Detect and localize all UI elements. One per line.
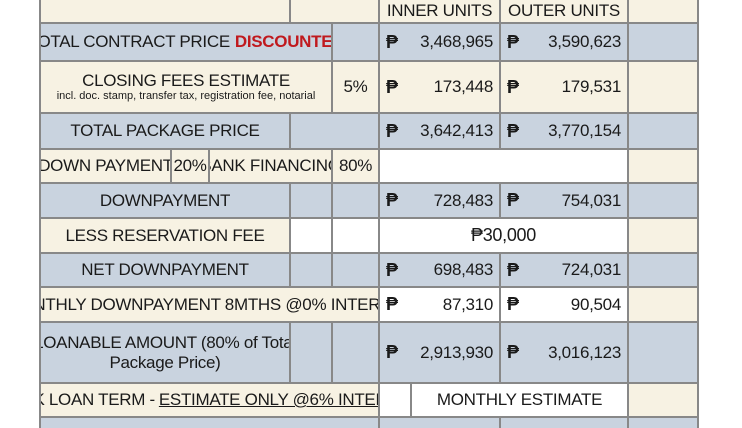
net-downpayment-inner: ₱ 698,483	[380, 254, 499, 286]
bank-financing-percent: 80%	[333, 150, 378, 182]
total-package-inner: ₱ 3,642,413	[380, 114, 499, 148]
header-blank	[291, 0, 378, 22]
header-outer-units: OUTER UNITS	[501, 0, 627, 22]
closing-fees-note: incl. doc. stamp, transfer tax, registra…	[56, 90, 316, 103]
cut-off-row	[629, 418, 697, 428]
monthly-downpayment-label: MONTHLY DOWNPAYMENT 8MTHS @0% INTEREST	[41, 288, 378, 321]
header-inner-units: INNER UNITS	[380, 0, 499, 22]
closing-fees-inner: ₱ 173,448	[380, 62, 499, 112]
cut-off-row	[380, 418, 499, 428]
empty-cell	[380, 384, 410, 416]
total-contract-label: TOTAL CONTRACT PRICEDISCOUNTED	[41, 24, 331, 60]
empty-cell	[629, 114, 697, 148]
empty-cell	[629, 150, 697, 182]
empty-cell	[333, 219, 378, 252]
bank-loan-term-label: BANK LOAN TERM -ESTIMATE ONLY @6% INTERE…	[41, 384, 378, 416]
empty-cell	[291, 323, 331, 382]
loanable-amount-label: LOANABLE AMOUNT (80% of Total Package Pr…	[41, 323, 289, 382]
empty-cell	[629, 184, 697, 217]
downpayment-inner: ₱ 728,483	[380, 184, 499, 217]
empty-cell	[333, 24, 378, 60]
empty-cell	[380, 150, 627, 182]
empty-cell	[333, 323, 378, 382]
net-downpayment-outer: ₱ 724,031	[501, 254, 627, 286]
reservation-fee-value: ₱30,000	[380, 219, 627, 252]
empty-cell	[629, 24, 697, 60]
empty-cell	[333, 254, 378, 286]
empty-cell	[629, 254, 697, 286]
monthly-estimate-header: MONTHLY ESTIMATE	[412, 384, 627, 416]
empty-cell	[291, 184, 331, 217]
header-blank	[629, 0, 697, 22]
cut-off-row	[41, 418, 378, 428]
loanable-amount-outer: ₱ 3,016,123	[501, 323, 627, 382]
monthly-downpayment-inner: ₱ 87,310	[380, 288, 499, 321]
empty-cell	[629, 384, 697, 416]
price-table: INNER UNITS OUTER UNITS TOTAL CONTRACT P…	[39, 0, 699, 428]
empty-cell	[629, 288, 697, 321]
discounted-tag: DISCOUNTED	[234, 32, 331, 51]
closing-fees-percent: 5%	[333, 62, 378, 112]
empty-cell	[629, 323, 697, 382]
reservation-fee-label: LESS RESERVATION FEE	[41, 219, 289, 252]
down-payment-label: DOWN PAYMENT	[41, 150, 170, 182]
empty-cell	[629, 219, 697, 252]
monthly-downpayment-outer: ₱ 90,504	[501, 288, 627, 321]
downpayment-outer: ₱ 754,031	[501, 184, 627, 217]
total-package-outer: ₱ 3,770,154	[501, 114, 627, 148]
cut-off-row	[501, 418, 627, 428]
loanable-amount-inner: ₱ 2,913,930	[380, 323, 499, 382]
empty-cell	[629, 62, 697, 112]
closing-fees-label: CLOSING FEES ESTIMATE incl. doc. stamp, …	[41, 62, 331, 112]
downpayment-label: DOWNPAYMENT	[41, 184, 289, 217]
bank-financing-label: BANK FINANCING	[210, 150, 331, 182]
closing-fees-outer: ₱ 179,531	[501, 62, 627, 112]
total-package-label: TOTAL PACKAGE PRICE	[41, 114, 289, 148]
empty-cell	[291, 254, 331, 286]
empty-cell	[291, 114, 378, 148]
total-contract-inner: ₱ 3,468,965	[380, 24, 499, 60]
header-blank	[41, 0, 289, 22]
total-contract-outer: ₱ 3,590,623	[501, 24, 627, 60]
net-downpayment-label: NET DOWNPAYMENT	[41, 254, 289, 286]
empty-cell	[333, 184, 378, 217]
down-payment-percent: 20%	[172, 150, 208, 182]
empty-cell	[291, 219, 331, 252]
